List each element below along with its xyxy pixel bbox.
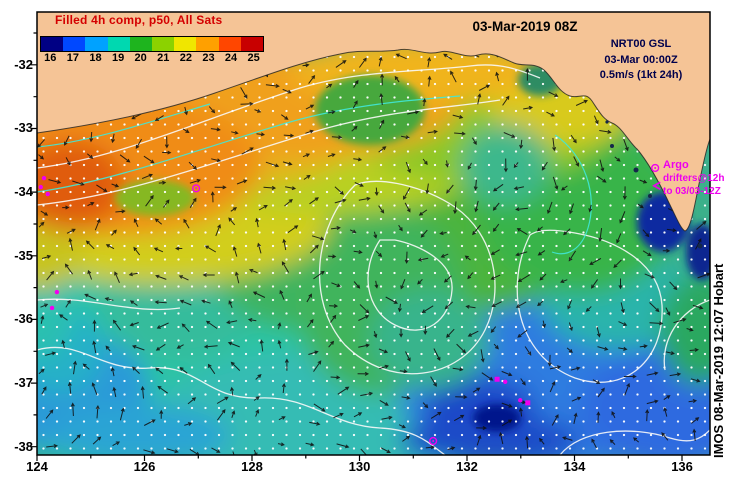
argo-legend-title: Argo xyxy=(663,159,689,171)
model-info-panel: NRT00 GSL 03-Mar 00:00Z 0.5m/s (1kt 24h) xyxy=(586,37,696,84)
argo-legend-line2: to 03/03-12Z xyxy=(663,186,721,197)
colorbar-tick-label: 21 xyxy=(157,52,170,64)
colorbar-segment xyxy=(240,37,264,51)
colorbar-tick-label: 18 xyxy=(89,52,102,64)
colorbar-segment xyxy=(174,37,197,51)
colorbar-tick-labels: 16 17 18 19 20 21 22 23 24 25 xyxy=(39,52,265,64)
argo-legend: Argo drifters@12h to 03/03-12Z xyxy=(663,159,741,198)
argo-legend-line1: drifters@12h xyxy=(663,173,725,184)
colorbar-segment xyxy=(63,37,86,51)
model-info-line1: NRT00 GSL xyxy=(610,38,672,50)
colorbar-segment xyxy=(129,37,153,51)
colorbar-segment xyxy=(41,37,64,51)
date-title: 03-Mar-2019 08Z xyxy=(472,19,578,34)
colorbar-segment xyxy=(85,37,108,51)
sample-dot-grid xyxy=(37,49,710,455)
colorbar-tick-label: 20 xyxy=(134,52,147,64)
colorbar-tick-label: 25 xyxy=(247,52,260,64)
islands xyxy=(605,120,703,249)
colorbar-tick-label: 22 xyxy=(179,52,192,64)
colorbar-title: Filled 4h comp, p50, All Sats xyxy=(55,13,223,27)
axis-ticks xyxy=(31,32,683,461)
colorbar-tick-label: 19 xyxy=(111,52,125,64)
colorbar-tick-label: 17 xyxy=(66,52,80,64)
argo-drifter-markers xyxy=(38,163,661,446)
colorbar-segment xyxy=(218,37,241,51)
colorbar xyxy=(40,36,264,52)
model-info-line3: 0.5m/s (1kt 24h) xyxy=(599,69,683,81)
colorbar-tick-label: 24 xyxy=(224,52,238,64)
colorbar-tick-label: 16 xyxy=(44,52,57,64)
model-info-line2: 03-Mar 00:00Z xyxy=(604,53,678,66)
colorbar-segment xyxy=(196,37,219,51)
colorbar-segment xyxy=(152,37,175,51)
plot-border xyxy=(36,11,711,456)
coastline xyxy=(36,48,711,232)
credit-text: IMOS 08-Mar-2019 12:07 Hobart xyxy=(711,263,726,458)
colorbar-tick-label: 23 xyxy=(202,52,215,64)
ocean-area xyxy=(37,49,710,456)
colorbar-segment xyxy=(107,37,130,51)
